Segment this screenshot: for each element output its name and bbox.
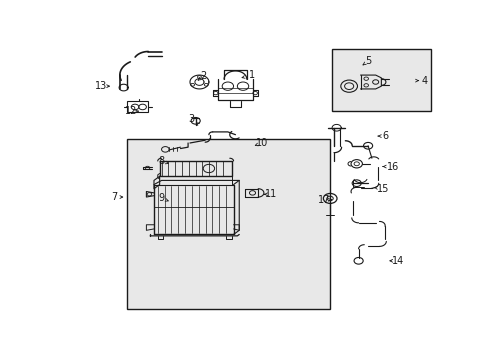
Text: 8: 8	[158, 156, 164, 166]
Text: 1: 1	[249, 70, 255, 80]
Text: 4: 4	[421, 76, 427, 86]
Text: 9: 9	[158, 193, 164, 203]
Text: 2: 2	[200, 72, 206, 81]
Text: 5: 5	[364, 56, 370, 66]
Bar	[127, 139, 329, 309]
Text: 3: 3	[188, 114, 195, 125]
Text: 10: 10	[255, 138, 267, 148]
Text: 6: 6	[381, 131, 387, 141]
Text: 12: 12	[125, 106, 137, 116]
Text: 13: 13	[95, 81, 107, 91]
Bar	[331, 49, 430, 111]
Text: 7: 7	[111, 192, 117, 202]
Text: 16: 16	[386, 162, 398, 172]
Text: 14: 14	[391, 256, 404, 266]
Text: 11: 11	[265, 189, 277, 199]
Bar	[127, 102, 148, 112]
Text: 15: 15	[376, 184, 388, 194]
Text: 17: 17	[318, 195, 330, 205]
